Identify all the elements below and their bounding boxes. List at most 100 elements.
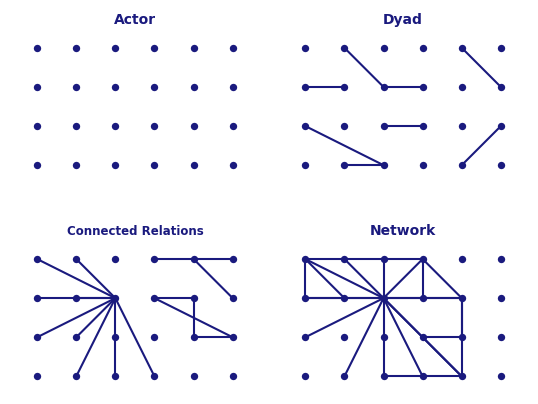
Point [497,295,505,301]
Point [340,373,349,380]
Point [340,123,349,129]
Point [72,44,81,51]
Point [497,373,505,380]
Point [150,373,159,380]
Point [189,123,198,129]
Point [457,162,466,168]
Point [419,123,427,129]
Point [497,44,505,51]
Point [301,334,309,341]
Point [33,84,41,90]
Point [189,334,198,341]
Point [72,373,81,380]
Point [497,84,505,90]
Point [150,44,159,51]
Point [301,162,309,168]
Point [111,84,119,90]
Point [497,334,505,341]
Point [111,373,119,380]
Point [301,295,309,301]
Point [419,334,427,341]
Point [72,162,81,168]
Point [111,123,119,129]
Point [189,162,198,168]
Point [340,295,349,301]
Point [189,44,198,51]
Title: Dyad: Dyad [383,13,423,27]
Point [379,84,388,90]
Point [379,295,388,301]
Point [33,373,41,380]
Point [229,295,237,301]
Point [340,44,349,51]
Point [189,295,198,301]
Point [419,162,427,168]
Point [33,44,41,51]
Point [72,256,81,262]
Point [33,256,41,262]
Point [150,123,159,129]
Point [33,162,41,168]
Point [457,334,466,341]
Point [419,84,427,90]
Point [457,123,466,129]
Point [229,256,237,262]
Point [379,123,388,129]
Point [419,44,427,51]
Point [497,123,505,129]
Title: Actor: Actor [114,13,156,27]
Point [229,334,237,341]
Point [340,334,349,341]
Point [150,295,159,301]
Point [340,256,349,262]
Point [379,44,388,51]
Title: Network: Network [370,224,436,238]
Point [457,84,466,90]
Point [229,84,237,90]
Point [111,256,119,262]
Point [72,84,81,90]
Point [301,123,309,129]
Point [457,373,466,380]
Point [33,295,41,301]
Point [379,334,388,341]
Point [419,373,427,380]
Point [111,334,119,341]
Point [72,123,81,129]
Point [301,44,309,51]
Point [419,256,427,262]
Point [301,84,309,90]
Point [301,256,309,262]
Point [457,256,466,262]
Point [497,256,505,262]
Point [340,162,349,168]
Point [457,44,466,51]
Point [72,295,81,301]
Point [379,256,388,262]
Point [301,373,309,380]
Point [72,334,81,341]
Point [111,44,119,51]
Point [189,256,198,262]
Point [33,123,41,129]
Point [189,84,198,90]
Title: Connected Relations: Connected Relations [67,225,203,238]
Point [340,84,349,90]
Point [379,162,388,168]
Point [379,373,388,380]
Point [457,295,466,301]
Point [419,295,427,301]
Point [229,44,237,51]
Point [150,84,159,90]
Point [111,295,119,301]
Point [497,162,505,168]
Point [111,162,119,168]
Point [33,334,41,341]
Point [150,162,159,168]
Point [189,373,198,380]
Point [150,334,159,341]
Point [229,373,237,380]
Point [150,256,159,262]
Point [229,162,237,168]
Point [229,123,237,129]
